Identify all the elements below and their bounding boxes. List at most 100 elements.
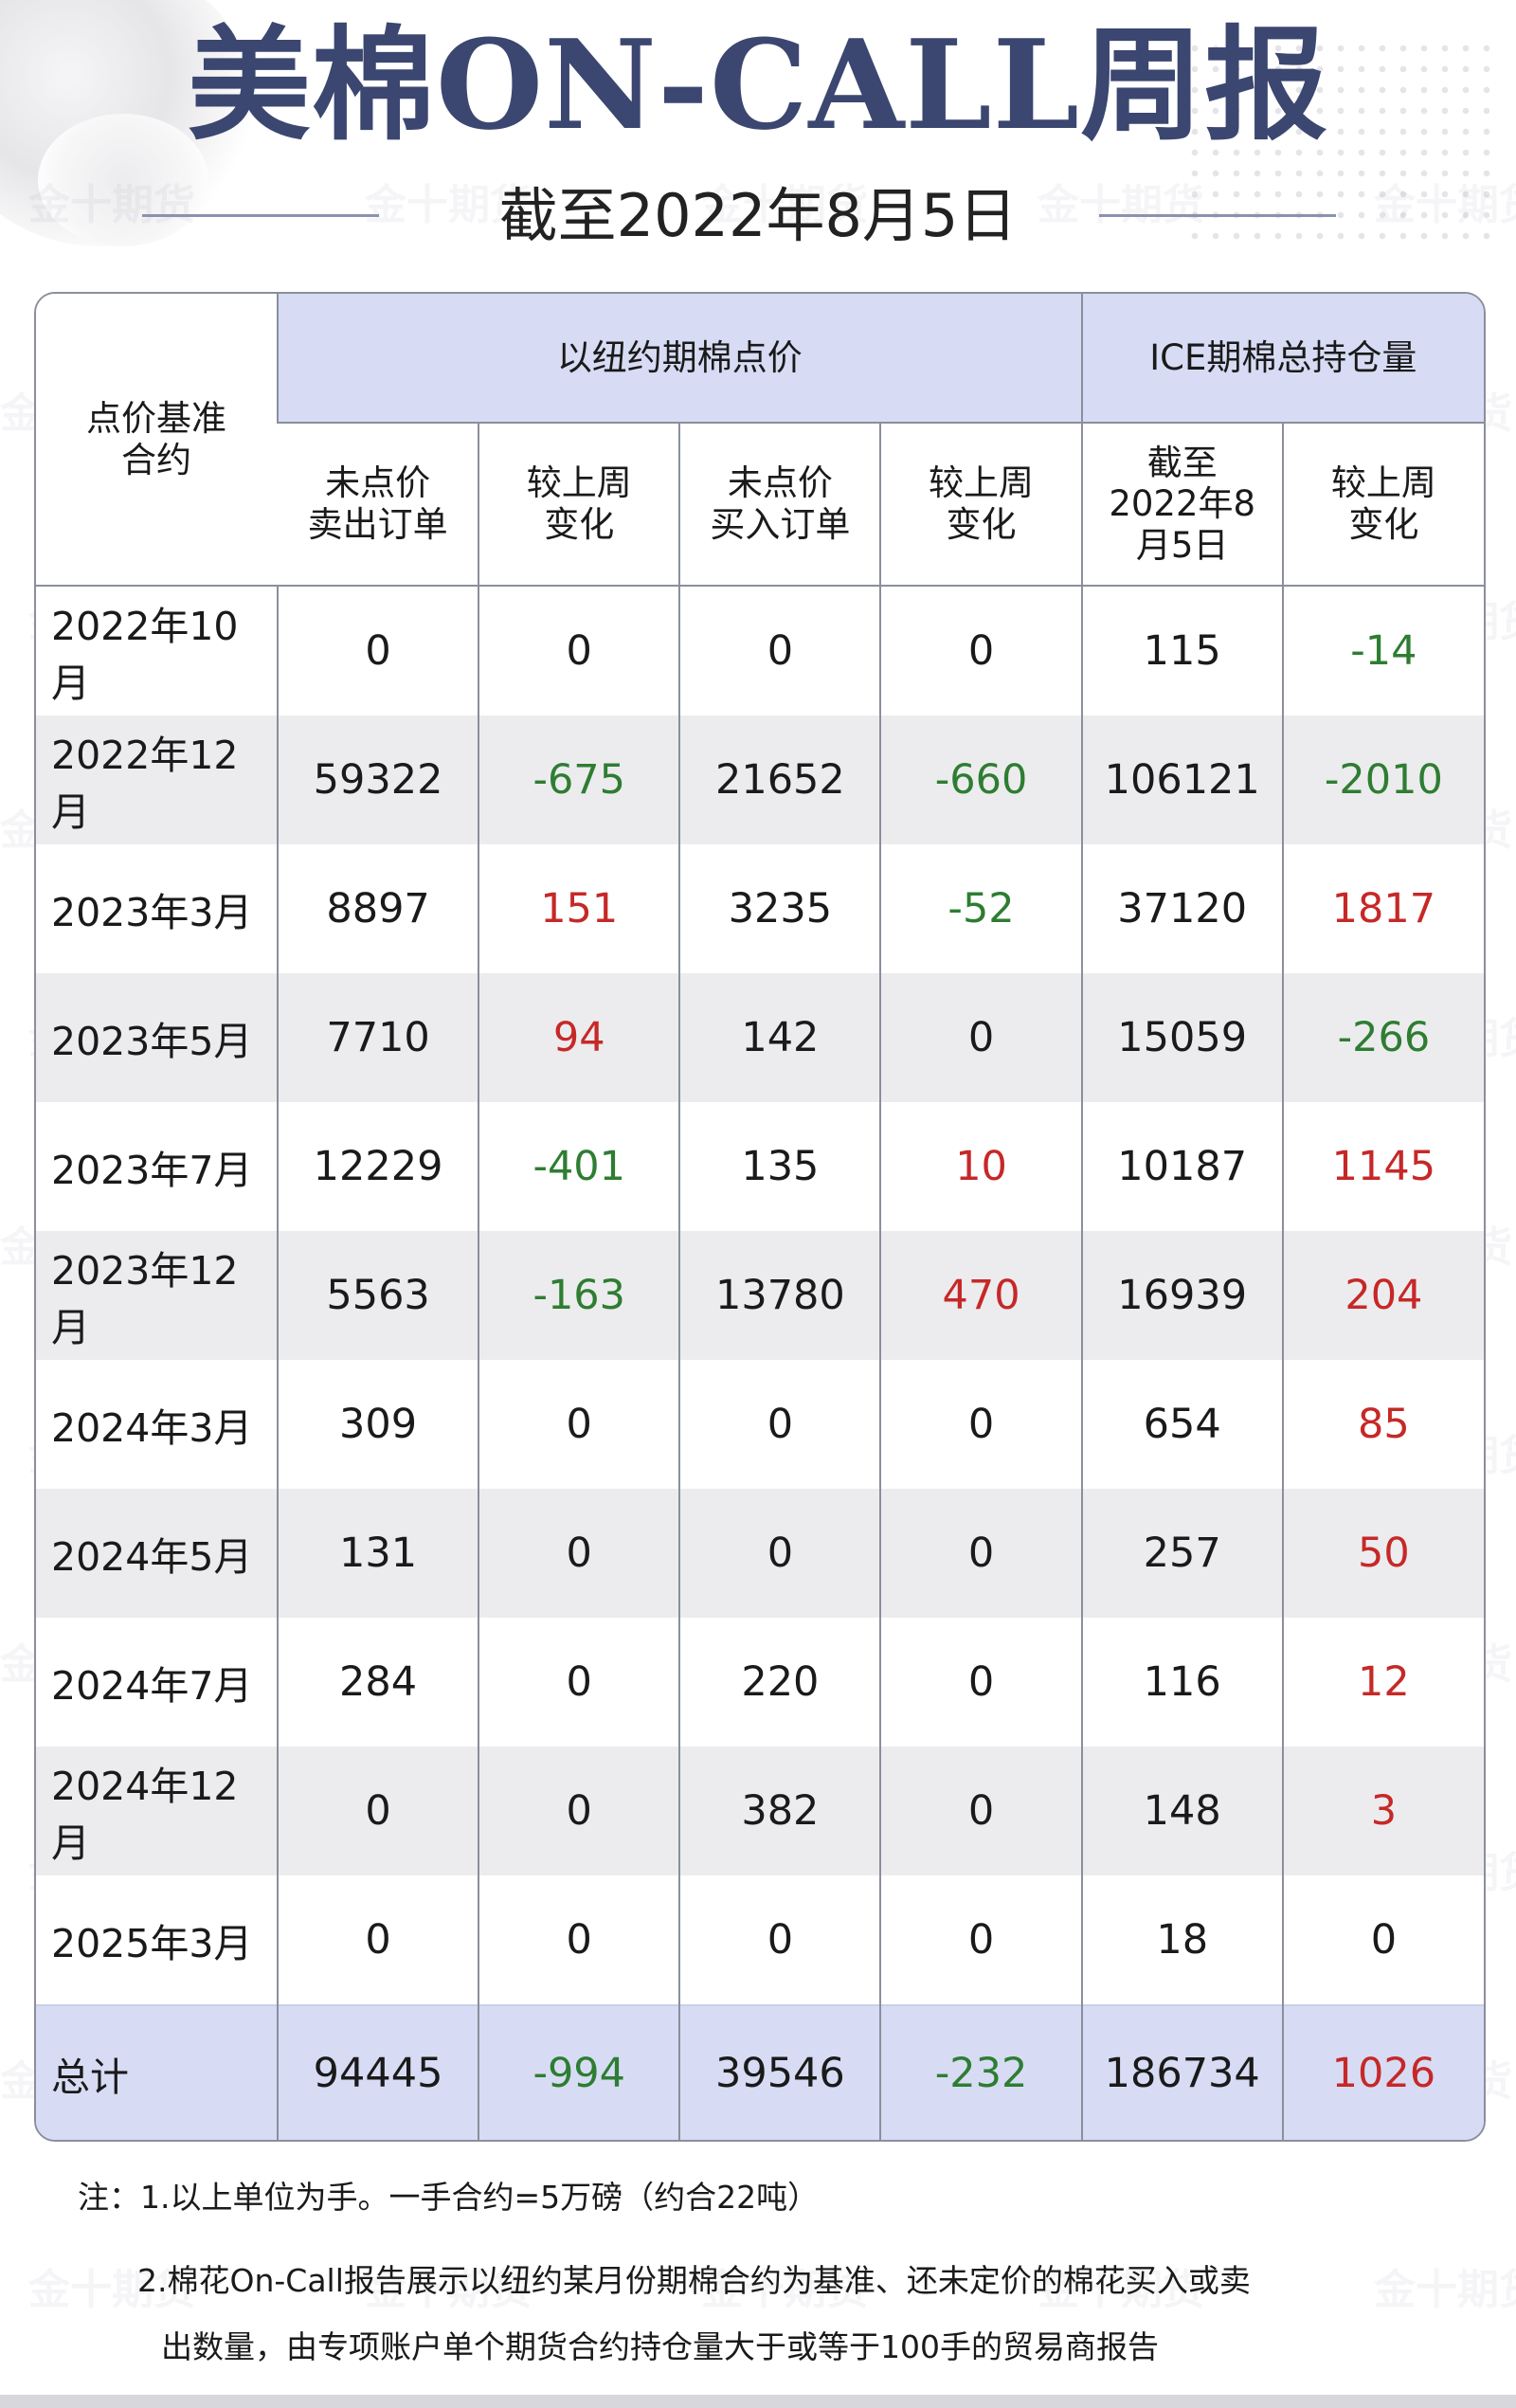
buy-orders-cell: 135 [678,1102,881,1231]
subtitle-divider-left [142,214,379,217]
oi-change-cell: 204 [1281,1231,1484,1360]
oi-change-cell: 1145 [1281,1102,1484,1231]
buy-orders-cell: 382 [678,1747,881,1875]
oi-change-cell: -2010 [1281,715,1484,844]
data-grid: 点价基准 合约 以纽约期棉点价 ICE期棉总持仓量 未点价 卖出订单 较上周 变… [36,294,1484,2140]
buy-orders-cell: 0 [678,586,881,715]
col-header-buy-change: 较上周 变化 [879,423,1082,587]
table-row: 2024年7月 284 0 220 0 116 12 [36,1618,1484,1747]
footnote-1: 注：1.以上单位为手。一手合约=5万磅（约合22吨） [78,2179,820,2216]
open-interest-cell: 257 [1080,1489,1283,1618]
sell-change-cell: -401 [478,1102,680,1231]
sell-orders-cell: 7710 [276,973,479,1102]
buy-orders-cell: 220 [678,1618,881,1747]
subtitle-row: 截至2022年8月5日 [0,169,1516,263]
open-interest-cell: 15059 [1080,973,1283,1102]
table-row: 2023年3月 8897 151 3235 -52 37120 1817 [36,844,1484,973]
buy-orders-cell: 21652 [678,715,881,844]
group-header-nyc: 以纽约期棉点价 [277,294,1082,424]
table-body: 2022年10月 0 0 0 0 115 -14 2022年12月 59322 -675 21652… [36,586,1484,2140]
total-row: 总计 94445 -994 39546 -232 186734 1026 [36,2004,1484,2140]
open-interest-cell: 16939 [1080,1231,1283,1360]
buy-change-cell: 0 [879,1618,1082,1747]
contract-month: 2023年12月 [36,1231,278,1360]
open-interest-cell: 106121 [1080,715,1283,844]
on-call-table: 点价基准 合约 以纽约期棉点价 ICE期棉总持仓量 未点价 卖出订单 较上周 变… [34,292,1486,2142]
watermark-text: 金十期货 [1374,2266,1516,2314]
buy-change-cell: 0 [879,1875,1082,2005]
open-interest-cell: 37120 [1080,844,1283,973]
buy-orders-cell: 142 [678,973,881,1102]
contract-month: 2022年10月 [51,604,239,706]
bottom-bar [0,2395,1516,2408]
contract-month: 2022年12月 [36,715,278,844]
buy-change-cell: 0 [879,973,1082,1102]
sell-change-cell: 0 [478,586,680,715]
table-row: 2022年10月 0 0 0 0 115 -14 [36,586,1484,715]
cotton-decoration-small [38,114,208,246]
open-interest-cell: 186734 [1080,2004,1283,2140]
buy-orders-cell: 0 [678,1489,881,1618]
sell-change-cell: 94 [478,973,680,1102]
contract-month: 2024年12月 [36,1747,278,1875]
sell-orders-cell: 8897 [276,844,479,973]
sell-orders-cell: 309 [276,1360,479,1489]
buy-change-cell: 0 [879,1489,1082,1618]
buy-orders-cell: 13780 [678,1231,881,1360]
buy-change-cell: -232 [879,2004,1082,2140]
sell-change-cell: 0 [478,1747,680,1875]
oi-change-cell: -266 [1281,973,1484,1102]
sell-change-cell: -163 [478,1231,680,1360]
open-interest-cell: 115 [1080,586,1283,715]
buy-orders-cell: 39546 [678,2004,881,2140]
open-interest-cell: 10187 [1080,1102,1283,1231]
col-header-oi-change: 较上周 变化 [1281,423,1484,587]
oi-change-cell: 1026 [1281,2004,1484,2140]
dot-pattern-decoration [1184,38,1497,246]
buy-orders-cell: 0 [678,1360,881,1489]
buy-orders-cell: 3235 [678,844,881,973]
contract-month: 2024年3月 [51,1405,253,1451]
open-interest-cell: 148 [1080,1747,1283,1875]
buy-change-cell: 470 [879,1231,1082,1360]
open-interest-cell: 654 [1080,1360,1283,1489]
col-header-sell-change: 较上周 变化 [478,423,680,587]
open-interest-cell: 18 [1080,1875,1283,2005]
sell-change-cell: 0 [478,1489,680,1618]
buy-change-cell: 0 [879,586,1082,715]
oi-change-cell: 3 [1281,1747,1484,1875]
oi-change-cell: 1817 [1281,844,1484,973]
table-row: 2023年5月 7710 94 142 0 15059 -266 [36,973,1484,1102]
col-header-sell: 未点价 卖出订单 [278,423,479,587]
sell-change-cell: 0 [478,1360,680,1489]
buy-change-cell: 0 [879,1747,1082,1875]
col-header-open-interest: 截至 2022年8 月5日 [1080,423,1283,587]
buy-change-cell: 0 [879,1360,1082,1489]
footnote-3: 出数量，由专项账户单个期货合约持仓量大于或等于100手的贸易商报告 [161,2328,1159,2365]
oi-change-cell: 12 [1281,1618,1484,1747]
contract-month: 2023年3月 [51,890,253,935]
table-row: 2023年7月 12229 -401 135 10 10187 1145 [36,1102,1484,1231]
table-row: 2024年3月 309 0 0 0 654 85 [36,1360,1484,1489]
buy-change-cell: 10 [879,1102,1082,1231]
sell-orders-cell: 131 [276,1489,479,1618]
table-row: 2025年3月 0 0 0 0 18 0 [36,1875,1484,2005]
table-row: 2024年12月 0 0 382 0 148 3 [36,1747,1484,1875]
buy-change-cell: -52 [879,844,1082,973]
sell-orders-cell: 284 [276,1618,479,1747]
sell-orders-cell: 12229 [276,1102,479,1231]
total-label: 总计 [36,2004,278,2140]
sell-orders-cell: 5563 [276,1231,479,1360]
corner-header: 点价基准 合约 [36,294,278,587]
buy-change-cell: -660 [879,715,1082,844]
sell-orders-cell: 0 [276,1875,479,2005]
buy-orders-cell: 0 [678,1875,881,2005]
sell-change-cell: -994 [478,2004,680,2140]
sell-change-cell: 151 [478,844,680,973]
oi-change-cell: 0 [1281,1875,1484,2005]
table-row: 2022年12月 59322 -675 21652 -660 106121 -2010 [36,715,1484,844]
subtitle-divider-right [1099,214,1336,217]
contract-month: 2024年7月 [51,1663,253,1709]
sell-change-cell: -675 [478,715,680,844]
